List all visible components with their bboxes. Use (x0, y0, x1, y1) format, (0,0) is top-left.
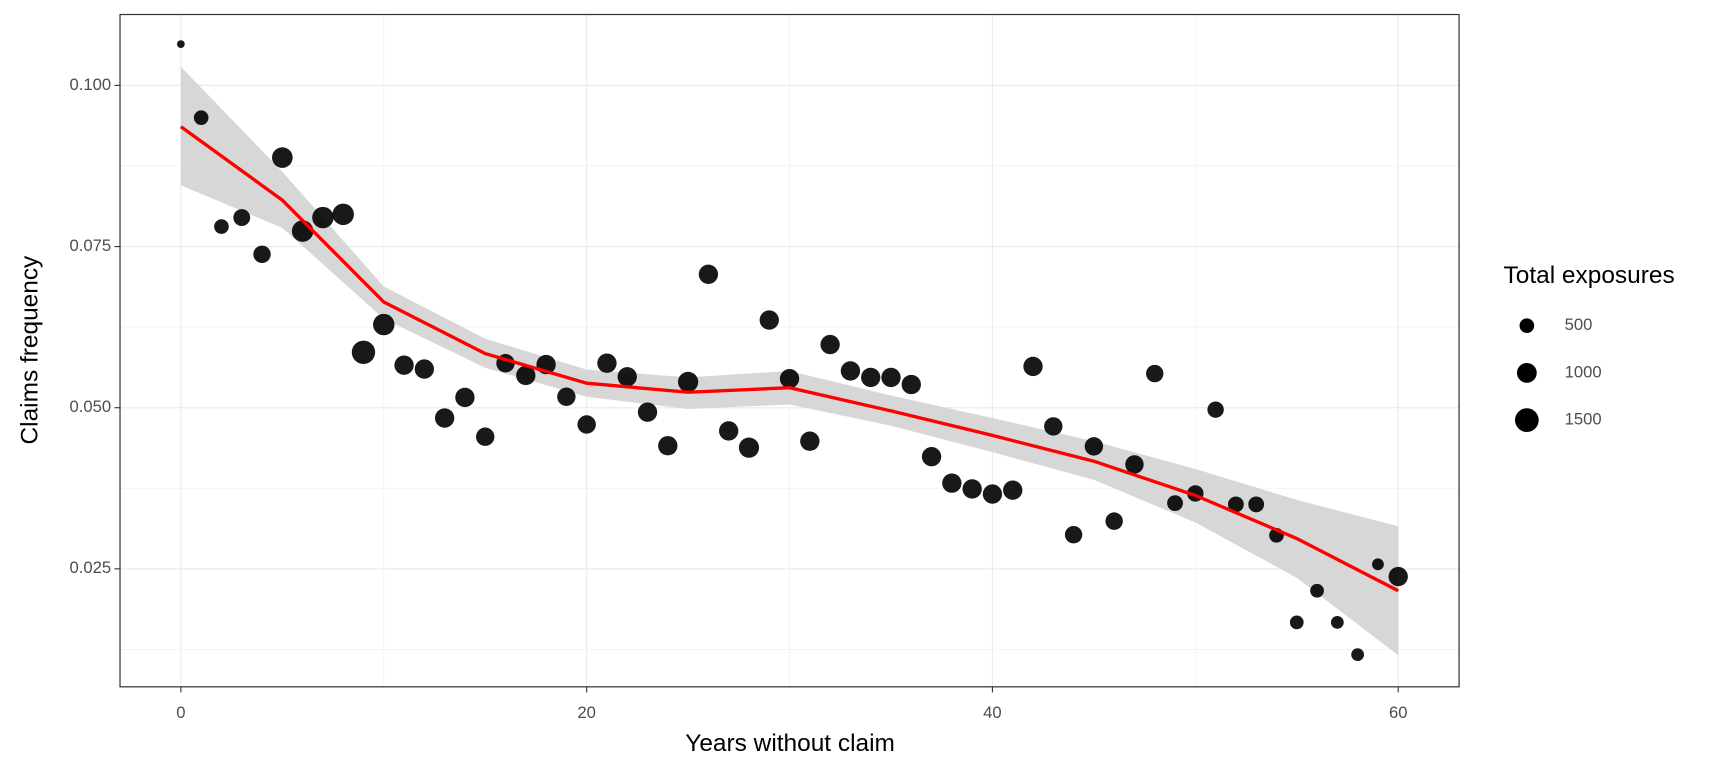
data-point (176, 40, 185, 49)
data-point (738, 437, 760, 458)
data-point (1310, 583, 1324, 598)
y-tick-label: 0.050 (69, 397, 111, 416)
data-point (942, 473, 962, 493)
data-point (1207, 401, 1224, 418)
data-point (962, 479, 982, 499)
data-point (577, 415, 596, 434)
data-point (332, 203, 354, 226)
data-point (698, 264, 719, 284)
data-point (1003, 480, 1023, 500)
data-point (1388, 566, 1408, 587)
data-point (394, 355, 414, 375)
data-point (233, 209, 251, 227)
data-point (1371, 558, 1384, 571)
panel-border (119, 13, 1460, 688)
x-tick-label: 40 (983, 703, 1002, 722)
data-point (982, 484, 1003, 504)
data-point (373, 313, 395, 336)
data-point (1023, 356, 1043, 377)
legend-key (1516, 362, 1537, 383)
data-point (779, 369, 800, 389)
data-point (214, 219, 229, 234)
legend-label: 1500 (1565, 410, 1602, 429)
data-point (1044, 417, 1063, 436)
data-point (272, 147, 293, 168)
data-point (1146, 364, 1164, 383)
data-point (881, 367, 901, 388)
data-point (516, 365, 536, 386)
data-point (476, 427, 495, 446)
data-point (1248, 496, 1265, 513)
data-point (291, 220, 314, 242)
data-point (921, 447, 942, 467)
legend-key (1519, 318, 1535, 333)
data-point (719, 421, 739, 441)
data-point (800, 431, 820, 451)
data-point (637, 402, 658, 422)
y-tick-label: 0.025 (69, 558, 111, 577)
data-point (414, 359, 435, 379)
y-axis-label: Claims frequency (17, 255, 44, 445)
data-point (617, 367, 637, 387)
x-tick-label: 60 (1389, 703, 1408, 722)
data-point (759, 310, 779, 330)
data-point (1125, 455, 1144, 474)
data-point (193, 110, 209, 125)
data-point (434, 408, 455, 428)
data-point (1330, 615, 1344, 629)
data-point (840, 361, 861, 381)
y-tick-label: 0.100 (69, 75, 111, 94)
data-point (1167, 495, 1183, 512)
data-point (312, 206, 334, 229)
data-point (1084, 437, 1104, 456)
data-point (901, 374, 921, 395)
data-point (1351, 648, 1365, 661)
x-tick-label: 0 (176, 703, 185, 722)
legend-label: 500 (1565, 315, 1593, 334)
data-point (1289, 615, 1304, 630)
y-tick-label: 0.075 (69, 236, 111, 255)
data-point (455, 387, 475, 408)
legend-title: Total exposures (1504, 262, 1675, 289)
x-tick-label: 20 (577, 703, 596, 722)
data-point (677, 371, 699, 393)
data-point (1064, 525, 1083, 544)
x-axis-label: Years without claim (685, 730, 895, 757)
data-point (351, 340, 376, 364)
legend-key (1514, 408, 1539, 432)
data-point (597, 353, 617, 373)
data-point (1227, 496, 1244, 513)
data-point (861, 367, 881, 388)
data-point (820, 334, 840, 355)
data-point (1105, 512, 1123, 530)
smooth-line (179, 125, 1399, 593)
data-point (557, 387, 576, 406)
legend-label: 1000 (1565, 362, 1602, 381)
data-point (253, 245, 271, 264)
data-point (658, 436, 678, 456)
